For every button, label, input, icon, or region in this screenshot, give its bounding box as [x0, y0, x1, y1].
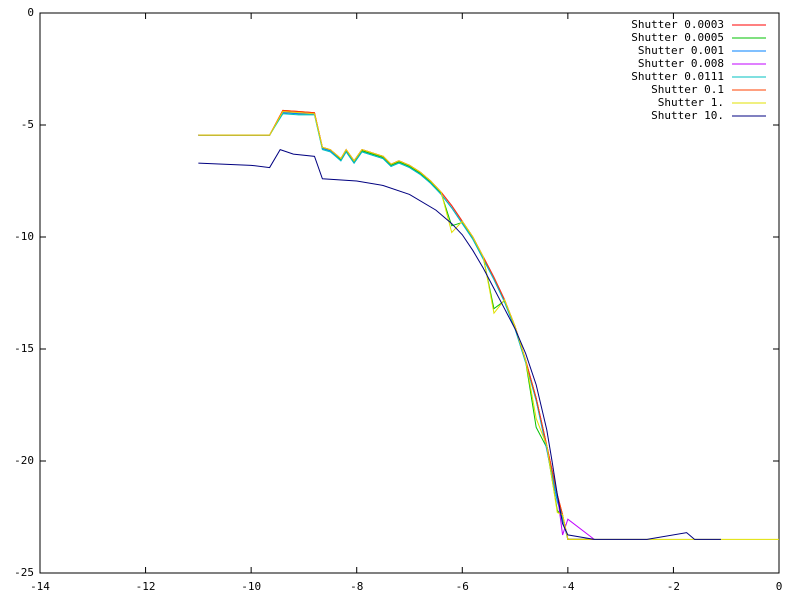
y-tick-label: -5 [21, 118, 34, 131]
legend-label: Shutter 0.008 [638, 57, 724, 70]
series-line [198, 112, 595, 540]
x-tick-label: 0 [776, 580, 783, 593]
plot-frame [39, 12, 780, 574]
y-tick-label: -10 [14, 230, 34, 243]
series-line [198, 109, 595, 540]
series-line [198, 113, 595, 540]
legend-label: Shutter 0.001 [638, 44, 724, 57]
y-tick-label: -20 [14, 454, 34, 467]
legend-label: Shutter 0.0005 [631, 31, 724, 44]
x-tick-label: -10 [241, 580, 261, 593]
y-tick-label: -15 [14, 342, 34, 355]
legend-label: Shutter 0.1 [651, 83, 724, 96]
legend-label: Shutter 1. [658, 96, 724, 109]
x-tick-label: -8 [350, 580, 363, 593]
series-line [198, 112, 595, 540]
legend-label: Shutter 0.0003 [631, 18, 724, 31]
legend-label: Shutter 10. [651, 109, 724, 122]
x-tick-label: -12 [136, 580, 156, 593]
x-tick-label: -4 [561, 580, 575, 593]
legend-label: Shutter 0.0111 [631, 70, 724, 83]
series-line [198, 109, 595, 540]
y-tick-label: 0 [27, 6, 34, 19]
x-tick-label: -14 [30, 580, 50, 593]
series-line [198, 111, 779, 540]
x-tick-label: -6 [456, 580, 469, 593]
y-tick-label: -25 [14, 566, 34, 579]
x-tick-label: -2 [667, 580, 680, 593]
series-line [198, 149, 721, 540]
series-line [198, 111, 595, 540]
